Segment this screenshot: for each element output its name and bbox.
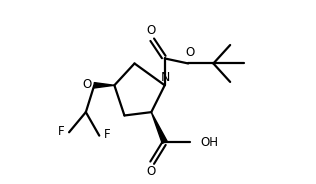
Text: N: N bbox=[161, 71, 170, 84]
Polygon shape bbox=[151, 112, 167, 144]
Text: OH: OH bbox=[200, 136, 218, 149]
Text: O: O bbox=[185, 46, 195, 59]
Text: F: F bbox=[58, 125, 65, 138]
Text: O: O bbox=[147, 165, 156, 178]
Text: F: F bbox=[103, 128, 110, 141]
Text: O: O bbox=[82, 78, 92, 91]
Text: O: O bbox=[147, 24, 156, 38]
Polygon shape bbox=[94, 83, 114, 88]
